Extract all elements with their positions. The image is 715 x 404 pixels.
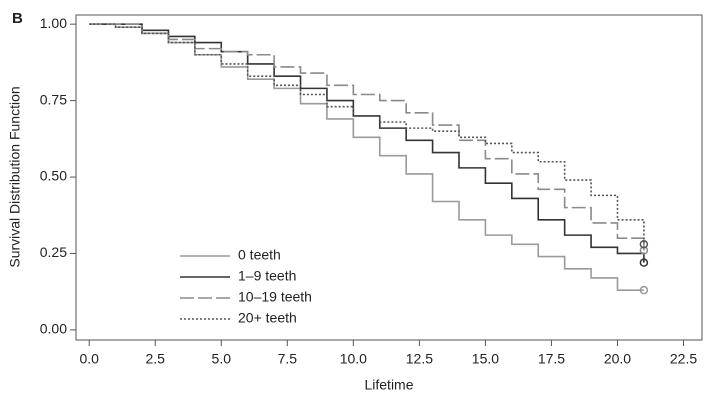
x-tick-label: 5.0 bbox=[212, 351, 232, 367]
censor-mark bbox=[639, 258, 649, 267]
legend-label: 1–9 teeth bbox=[238, 268, 296, 284]
x-tick-label: 20.0 bbox=[604, 351, 631, 367]
legend-label: 10–19 teeth bbox=[238, 289, 312, 305]
x-axis-label: Lifetime bbox=[364, 377, 413, 393]
x-tick-label: 0.0 bbox=[79, 351, 99, 367]
plot-frame bbox=[75, 14, 703, 341]
x-tick-label: 10.0 bbox=[340, 351, 367, 367]
censor-mark bbox=[639, 240, 649, 249]
survival-curve bbox=[89, 23, 644, 291]
x-tick-label: 17.5 bbox=[538, 351, 565, 367]
x-tick-label: 2.5 bbox=[146, 351, 166, 367]
censor-mark bbox=[639, 285, 649, 295]
x-tick-label: 15.0 bbox=[472, 351, 499, 367]
y-tick-label: 0.00 bbox=[40, 321, 67, 337]
x-tick-label: 22.5 bbox=[670, 351, 697, 367]
panel-label: B bbox=[12, 10, 23, 27]
y-tick-label: 0.50 bbox=[40, 168, 67, 184]
y-tick-label: 0.75 bbox=[40, 91, 67, 107]
legend-label: 20+ teeth bbox=[238, 310, 297, 326]
y-tick-label: 1.00 bbox=[40, 15, 67, 31]
x-tick-label: 12.5 bbox=[406, 351, 433, 367]
y-tick-label: 0.25 bbox=[40, 244, 67, 260]
x-tick-label: 7.5 bbox=[278, 351, 298, 367]
y-axis-label: Survival Distribution Function bbox=[7, 86, 23, 267]
survival-curve bbox=[89, 23, 645, 263]
survival-curve bbox=[89, 23, 645, 245]
censor-mark bbox=[639, 246, 649, 255]
legend-label: 0 teeth bbox=[238, 247, 281, 263]
